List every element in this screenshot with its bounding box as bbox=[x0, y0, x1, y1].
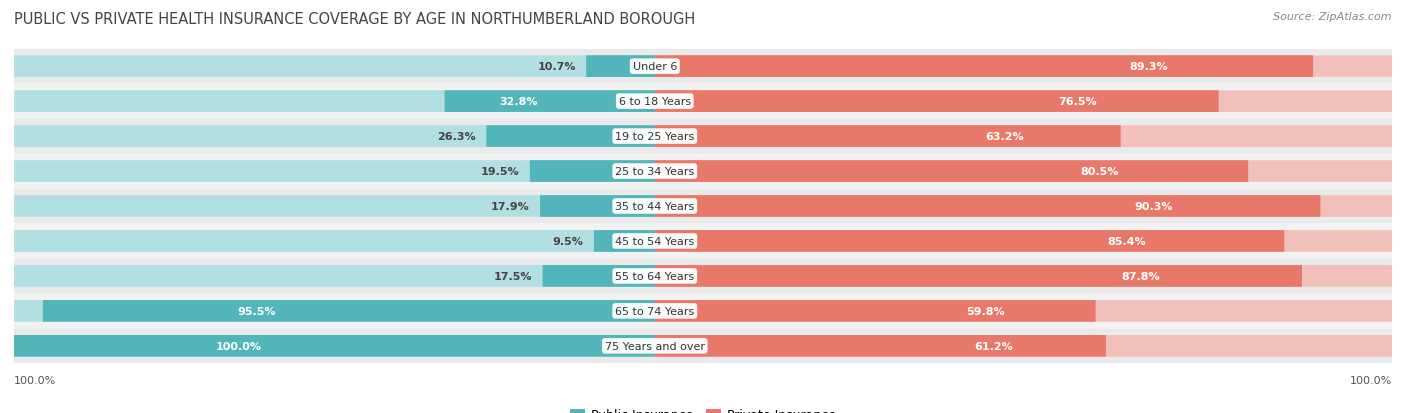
Text: 100.0%: 100.0% bbox=[1350, 375, 1392, 385]
FancyBboxPatch shape bbox=[14, 300, 655, 322]
Text: 25 to 34 Years: 25 to 34 Years bbox=[616, 166, 695, 177]
FancyBboxPatch shape bbox=[655, 56, 1313, 78]
FancyBboxPatch shape bbox=[14, 161, 655, 183]
FancyBboxPatch shape bbox=[14, 189, 1392, 224]
Text: 85.4%: 85.4% bbox=[1108, 236, 1146, 247]
FancyBboxPatch shape bbox=[655, 196, 1320, 217]
FancyBboxPatch shape bbox=[14, 335, 655, 357]
Text: 9.5%: 9.5% bbox=[553, 236, 583, 247]
Text: 95.5%: 95.5% bbox=[238, 306, 277, 316]
Legend: Public Insurance, Private Insurance: Public Insurance, Private Insurance bbox=[565, 404, 841, 413]
Text: 19 to 25 Years: 19 to 25 Years bbox=[616, 132, 695, 142]
FancyBboxPatch shape bbox=[655, 91, 1219, 113]
FancyBboxPatch shape bbox=[14, 259, 1392, 294]
Text: 10.7%: 10.7% bbox=[537, 62, 576, 72]
Text: 87.8%: 87.8% bbox=[1121, 271, 1160, 281]
FancyBboxPatch shape bbox=[14, 56, 655, 78]
FancyBboxPatch shape bbox=[486, 126, 655, 147]
Text: 90.3%: 90.3% bbox=[1135, 202, 1173, 211]
FancyBboxPatch shape bbox=[14, 84, 1392, 119]
Text: 35 to 44 Years: 35 to 44 Years bbox=[616, 202, 695, 211]
Text: 61.2%: 61.2% bbox=[974, 341, 1012, 351]
Text: 45 to 54 Years: 45 to 54 Years bbox=[616, 236, 695, 247]
Text: 100.0%: 100.0% bbox=[14, 375, 56, 385]
FancyBboxPatch shape bbox=[14, 91, 655, 113]
FancyBboxPatch shape bbox=[655, 300, 1095, 322]
FancyBboxPatch shape bbox=[530, 161, 655, 183]
FancyBboxPatch shape bbox=[14, 196, 655, 217]
Text: 59.8%: 59.8% bbox=[966, 306, 1005, 316]
FancyBboxPatch shape bbox=[655, 230, 1392, 252]
Text: 100.0%: 100.0% bbox=[215, 341, 262, 351]
FancyBboxPatch shape bbox=[444, 91, 655, 113]
FancyBboxPatch shape bbox=[655, 126, 1121, 147]
FancyBboxPatch shape bbox=[540, 196, 655, 217]
FancyBboxPatch shape bbox=[14, 154, 1392, 189]
FancyBboxPatch shape bbox=[14, 329, 1392, 363]
FancyBboxPatch shape bbox=[14, 230, 655, 252]
Text: 76.5%: 76.5% bbox=[1059, 97, 1097, 107]
FancyBboxPatch shape bbox=[655, 266, 1302, 287]
FancyBboxPatch shape bbox=[655, 335, 1107, 357]
Text: 19.5%: 19.5% bbox=[481, 166, 519, 177]
Text: 6 to 18 Years: 6 to 18 Years bbox=[619, 97, 690, 107]
FancyBboxPatch shape bbox=[14, 335, 655, 357]
FancyBboxPatch shape bbox=[655, 161, 1249, 183]
FancyBboxPatch shape bbox=[14, 126, 655, 147]
Text: 65 to 74 Years: 65 to 74 Years bbox=[616, 306, 695, 316]
FancyBboxPatch shape bbox=[14, 119, 1392, 154]
FancyBboxPatch shape bbox=[655, 196, 1392, 217]
FancyBboxPatch shape bbox=[14, 266, 655, 287]
Text: 63.2%: 63.2% bbox=[984, 132, 1024, 142]
FancyBboxPatch shape bbox=[593, 230, 655, 252]
FancyBboxPatch shape bbox=[655, 126, 1392, 147]
Text: PUBLIC VS PRIVATE HEALTH INSURANCE COVERAGE BY AGE IN NORTHUMBERLAND BOROUGH: PUBLIC VS PRIVATE HEALTH INSURANCE COVER… bbox=[14, 12, 696, 27]
Text: 75 Years and over: 75 Years and over bbox=[605, 341, 704, 351]
Text: Under 6: Under 6 bbox=[633, 62, 676, 72]
FancyBboxPatch shape bbox=[655, 300, 1392, 322]
FancyBboxPatch shape bbox=[14, 224, 1392, 259]
FancyBboxPatch shape bbox=[14, 50, 1392, 84]
FancyBboxPatch shape bbox=[655, 161, 1392, 183]
Text: 26.3%: 26.3% bbox=[437, 132, 477, 142]
FancyBboxPatch shape bbox=[655, 230, 1284, 252]
FancyBboxPatch shape bbox=[14, 294, 1392, 329]
Text: 32.8%: 32.8% bbox=[499, 97, 537, 107]
Text: 80.5%: 80.5% bbox=[1081, 166, 1119, 177]
Text: 17.9%: 17.9% bbox=[491, 202, 530, 211]
FancyBboxPatch shape bbox=[44, 300, 655, 322]
Text: 89.3%: 89.3% bbox=[1129, 62, 1168, 72]
FancyBboxPatch shape bbox=[543, 266, 655, 287]
Text: Source: ZipAtlas.com: Source: ZipAtlas.com bbox=[1274, 12, 1392, 22]
FancyBboxPatch shape bbox=[586, 56, 655, 78]
FancyBboxPatch shape bbox=[655, 56, 1392, 78]
Text: 55 to 64 Years: 55 to 64 Years bbox=[616, 271, 695, 281]
FancyBboxPatch shape bbox=[655, 335, 1392, 357]
FancyBboxPatch shape bbox=[655, 266, 1392, 287]
Text: 17.5%: 17.5% bbox=[494, 271, 533, 281]
FancyBboxPatch shape bbox=[655, 91, 1392, 113]
